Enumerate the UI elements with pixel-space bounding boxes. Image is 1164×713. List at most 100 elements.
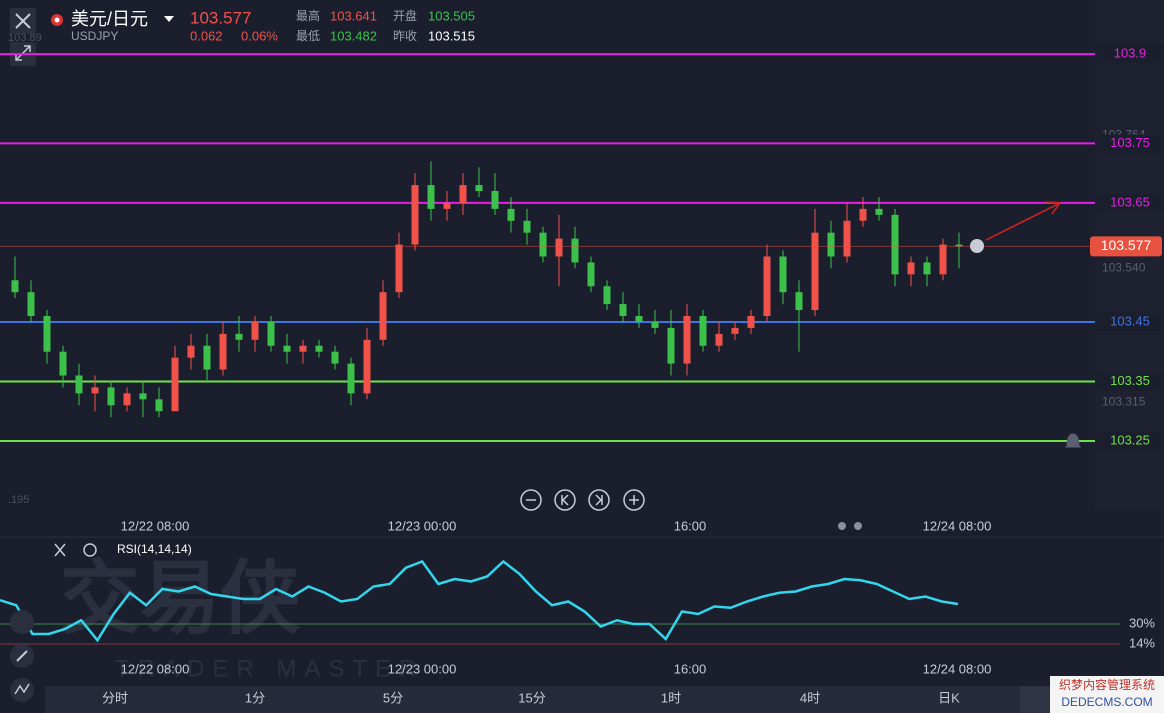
candle-body	[347, 363, 355, 394]
tool-button[interactable]	[10, 610, 34, 634]
last-price-box	[1090, 236, 1162, 257]
candle-body	[27, 292, 35, 316]
candle-body	[43, 315, 51, 352]
candle-body	[171, 357, 179, 412]
candle-body	[379, 292, 387, 340]
level-label: 103.75	[1110, 135, 1150, 150]
chart-icon[interactable]	[14, 683, 30, 695]
faint-label: .195	[8, 494, 29, 506]
tab[interactable]: 15分	[518, 690, 545, 705]
close-icon[interactable]	[15, 13, 31, 29]
candle-body	[155, 399, 163, 412]
info-icon	[970, 239, 984, 253]
tab[interactable]: 4时	[800, 690, 820, 705]
level-box	[1097, 431, 1164, 450]
time-label: 12/23 00:00	[388, 661, 457, 676]
site-watermark-url: DEDECMS.COM	[1061, 695, 1152, 709]
tab[interactable]: 分时	[102, 690, 128, 705]
pair-dropdown[interactable]	[164, 16, 174, 22]
watermark-logo: 交易侠	[60, 554, 301, 643]
candle-body	[539, 232, 547, 257]
candle-body	[331, 351, 339, 364]
side-tools	[10, 610, 34, 702]
pen-icon[interactable]	[16, 650, 28, 662]
candle-body	[811, 232, 819, 311]
candle-body	[491, 191, 499, 209]
level-label: 103.45	[1110, 313, 1150, 328]
candle-body	[411, 185, 419, 245]
level-box	[1097, 312, 1164, 331]
candle-body	[891, 214, 899, 275]
dot	[854, 522, 862, 530]
stat-label: 最高	[296, 8, 320, 23]
collapse-icon[interactable]	[15, 45, 31, 61]
candle-body	[731, 327, 739, 334]
rsi-close[interactable]	[54, 543, 66, 557]
tab[interactable]: 5分	[383, 690, 403, 705]
tab[interactable]: 1时	[661, 690, 681, 705]
candle-body	[315, 345, 323, 352]
tab[interactable]: 日K	[938, 690, 960, 705]
zoom-out[interactable]	[520, 489, 542, 511]
candle-body	[219, 333, 227, 370]
candle-body	[763, 256, 771, 316]
candle-body	[267, 321, 275, 346]
candle-body	[651, 321, 659, 328]
tab-bar	[45, 686, 1020, 713]
bell-icon[interactable]	[1065, 433, 1081, 448]
time-label: 12/22 08:00	[121, 518, 190, 533]
candle-body	[715, 333, 723, 346]
zoom-in-icon[interactable]	[629, 495, 639, 505]
candle-body	[91, 387, 99, 394]
faint-label: 103.89	[8, 32, 42, 44]
candle-body	[59, 351, 67, 376]
pair-name[interactable]: 美元/日元	[71, 9, 148, 29]
candle-body	[187, 345, 195, 358]
stat-label: 昨收	[393, 29, 417, 43]
rsi-settings[interactable]	[83, 543, 97, 557]
candle-body	[939, 244, 947, 275]
candle-body	[203, 345, 211, 370]
candle-body	[619, 304, 627, 316]
candle-body	[507, 208, 515, 221]
next[interactable]	[588, 489, 610, 511]
candle-body	[555, 238, 563, 257]
candle-body	[363, 339, 371, 394]
candle-body	[635, 315, 643, 322]
nav-buttons	[520, 489, 645, 511]
axis-label: 103.315	[1102, 394, 1146, 408]
candle-body	[603, 286, 611, 305]
y-tick-label: 14%	[1129, 635, 1155, 650]
trend-arrow	[985, 203, 1059, 241]
candle-body	[475, 185, 483, 192]
candle-body	[923, 262, 931, 275]
next-icon[interactable]	[595, 494, 603, 506]
level-box	[1097, 193, 1164, 212]
close-button[interactable]	[10, 8, 36, 34]
candle-body	[523, 220, 531, 233]
prev-icon[interactable]	[561, 494, 569, 506]
arrow-head	[1045, 201, 1062, 215]
level-label: 103.35	[1110, 373, 1150, 388]
time-label: 16:00	[674, 518, 707, 533]
candle-body	[251, 321, 259, 340]
candle-body	[859, 208, 867, 221]
axis-label: 103.540	[1102, 261, 1146, 275]
candle-body	[459, 185, 467, 203]
prev[interactable]	[554, 489, 576, 511]
level-label: 103.25	[1110, 432, 1150, 447]
candle-body	[443, 202, 451, 209]
tab[interactable]: 1分	[245, 690, 265, 705]
candle-body	[75, 375, 83, 394]
candle-body	[427, 185, 435, 209]
change: 0.062	[190, 28, 223, 43]
stat-value: 103.505	[428, 8, 475, 23]
zoom-in[interactable]	[623, 489, 645, 511]
level-box	[1097, 372, 1164, 391]
rsi-title: RSI(14,14,14)	[117, 542, 192, 556]
candle-body	[107, 387, 115, 406]
candle-body	[235, 333, 243, 340]
time-label: 12/23 00:00	[388, 518, 457, 533]
flag-dot	[54, 17, 60, 23]
